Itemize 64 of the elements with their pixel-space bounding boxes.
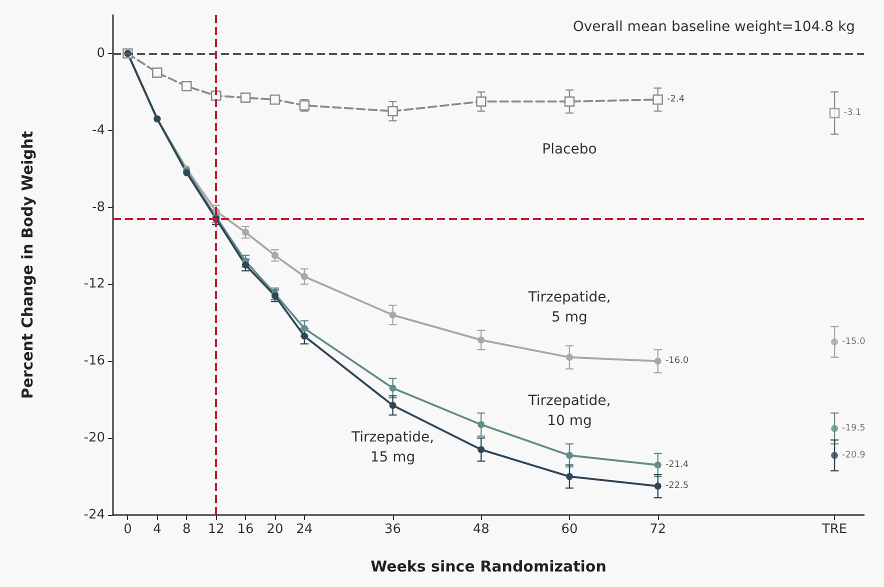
data-label: -3.1 [844, 108, 862, 118]
point [478, 446, 485, 454]
x-axis-title: Weeks since Randomization [370, 558, 606, 576]
point [388, 106, 398, 116]
series-label: Tirzepatide, 15 mg [350, 430, 434, 466]
data-label: -21.4 [665, 460, 689, 470]
point [152, 68, 162, 78]
data-label: -19.5 [842, 423, 866, 434]
x-tick-label: 20 [266, 522, 284, 537]
point [389, 402, 396, 409]
y-tick-label: -4 [92, 122, 105, 138]
point [300, 332, 308, 340]
point [564, 96, 575, 107]
point [181, 81, 192, 92]
data-label: -22.5 [665, 481, 689, 492]
point [389, 312, 396, 318]
y-tick-label: -16 [84, 354, 105, 369]
x-tick-label: 4 [153, 522, 162, 537]
x-tick-label: 12 [208, 522, 224, 537]
series-label: Tirzepatide, 5 mg [527, 289, 611, 326]
x-tick-label: 36 [384, 522, 402, 537]
y-tick-label: -24 [84, 508, 105, 522]
x-tick-label: TRE [820, 522, 848, 537]
y-axis-title: Percent Change in Body Weight [18, 131, 36, 399]
y-tick-label: -20 [84, 430, 105, 446]
point [831, 452, 838, 459]
point [478, 336, 485, 344]
point [271, 252, 278, 259]
x-tick-label: 48 [472, 522, 490, 537]
point [476, 96, 486, 107]
y-tick-label: -8 [92, 200, 105, 215]
point [478, 421, 485, 428]
point [654, 462, 662, 468]
point [566, 452, 573, 459]
x-tick-label: 8 [182, 522, 191, 537]
text: Placebo [542, 142, 597, 158]
y-tick-label: 0 [96, 46, 105, 61]
point [654, 358, 662, 365]
x-tick-label: 60 [561, 522, 578, 537]
point [566, 354, 573, 361]
series-label: Tirzepatide, 10 mg [527, 393, 611, 430]
data-label: -15.0 [842, 336, 866, 347]
data-label: -20.9 [842, 450, 866, 460]
point [389, 384, 396, 392]
x-tick-label: 72 [650, 522, 666, 537]
point [566, 473, 573, 480]
point [829, 108, 840, 118]
point [654, 482, 662, 490]
point [270, 94, 280, 105]
point [652, 94, 663, 105]
point [300, 324, 308, 332]
x-tick-label: 0 [124, 522, 132, 537]
y-tick-label: -12 [84, 276, 105, 292]
point [240, 92, 251, 103]
data-label: -16.0 [665, 356, 689, 366]
annotation: Overall mean baseline weight=104.8 kg [572, 19, 856, 35]
point [242, 262, 250, 268]
point [831, 338, 838, 346]
data-label: -2.4 [666, 94, 685, 105]
x-tick-label: 24 [296, 522, 313, 537]
point [242, 228, 250, 236]
x-tick-label: 16 [237, 522, 254, 537]
point [300, 273, 308, 280]
point [831, 424, 838, 432]
